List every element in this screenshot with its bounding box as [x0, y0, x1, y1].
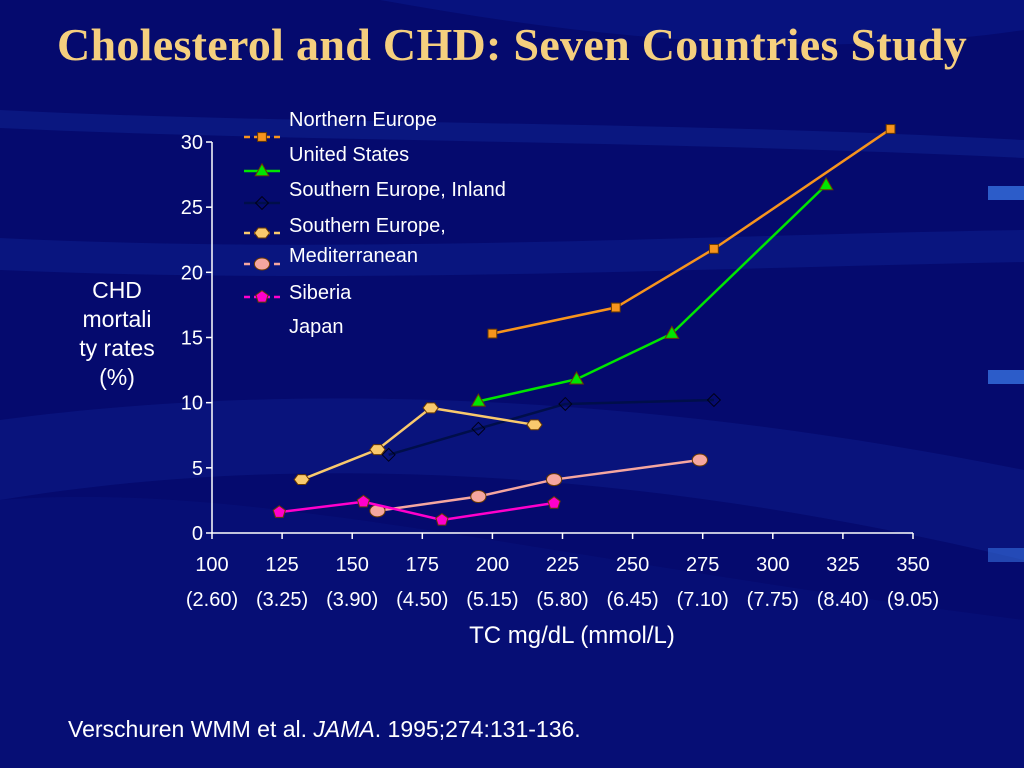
y-tick-label: 25 [181, 197, 203, 219]
legend-label: Siberia [289, 282, 352, 304]
data-point-united-states [568, 370, 585, 385]
series-line-northern-europe [492, 127, 892, 335]
y-axis-label-line: (%) [99, 364, 135, 390]
data-point-northern-europe [610, 302, 621, 313]
x-tick-label: 100 [195, 554, 228, 576]
x-tick-label: 225 [546, 554, 579, 576]
data-point-united-states [818, 176, 834, 191]
legend-marker [253, 227, 271, 239]
legend-label: Southern Europe, Inland [289, 179, 506, 201]
y-axis-label-line: mortali [82, 306, 152, 332]
x-tick-label: 200 [476, 554, 509, 576]
data-point-southern-europe-inland [471, 421, 486, 436]
series-line-southern-europe-inland [388, 398, 714, 457]
x-tick-label: 250 [616, 554, 649, 576]
legend-marker [254, 162, 270, 177]
x-tick-sublabel: (3.90) [326, 589, 378, 611]
data-point-northern-europe [709, 243, 719, 254]
y-tick-label: 5 [192, 458, 203, 480]
x-tick-label: 300 [756, 554, 789, 576]
data-point-japan [272, 505, 286, 518]
citation: Verschuren WMM et al. JAMA. 1995;274:131… [68, 716, 581, 743]
x-tick-sublabel: (5.15) [466, 589, 518, 611]
x-tick-sublabel: (8.40) [817, 589, 869, 611]
x-tick-sublabel: (5.80) [536, 589, 588, 611]
legend-label: Northern Europe [289, 109, 437, 131]
data-point-northern-europe [885, 124, 896, 134]
y-tick-label: 30 [181, 132, 203, 154]
x-tick-sublabel: (7.10) [677, 589, 729, 611]
data-point-southern-europe-mediterranean [422, 402, 439, 414]
legend-marker [253, 257, 271, 271]
y-axis-label: CHD mortali ty rates (%) [58, 276, 176, 392]
x-tick-label: 175 [406, 554, 439, 576]
x-tick-sublabel: (3.25) [256, 589, 308, 611]
data-point-japan [435, 512, 449, 526]
x-tick-label: 275 [686, 554, 719, 576]
citation-journal: JAMA [313, 716, 375, 742]
legend-marker [255, 289, 269, 303]
data-point-southern-europe-inland [706, 392, 722, 408]
legend-marker [257, 132, 267, 142]
y-axis-label-line: CHD [92, 277, 142, 303]
x-tick-label: 325 [826, 554, 859, 576]
y-axis-label-line: ty rates [79, 335, 155, 361]
legend-marker [254, 195, 270, 211]
y-tick-label: 10 [181, 393, 203, 415]
data-point-southern-europe-mediterranean [526, 419, 543, 431]
data-point-northern-europe [487, 328, 498, 339]
x-tick-sublabel: (7.75) [747, 589, 799, 611]
data-point-southern-europe-mediterranean [293, 474, 310, 486]
y-tick-label: 20 [181, 262, 203, 284]
legend-label: Mediterranean [289, 245, 418, 267]
data-point-siberia [691, 453, 708, 467]
legend-label: Southern Europe, [289, 215, 446, 237]
slide-title: Cholesterol and CHD: Seven Countries Stu… [56, 19, 968, 70]
legend-label: United States [289, 144, 409, 166]
data-point-united-states [470, 393, 487, 407]
x-axis-label: TC mg/dL (mmol/L) [469, 622, 675, 649]
series-line-united-states [478, 184, 827, 403]
y-tick-label: 15 [181, 328, 203, 350]
data-point-southern-europe-inland [381, 447, 396, 462]
y-tick-label: 0 [192, 523, 203, 545]
data-point-united-states [664, 325, 680, 339]
data-point-siberia [545, 473, 563, 487]
data-point-southern-europe-inland [558, 396, 573, 412]
x-tick-sublabel: (4.50) [396, 589, 448, 611]
citation-authors: Verschuren WMM et al. [68, 716, 314, 742]
series-line-japan [279, 500, 555, 522]
series-line-southern-europe-mediterranean [301, 406, 535, 481]
data-point-siberia [470, 490, 487, 504]
x-tick-label: 125 [265, 554, 298, 576]
x-tick-label: 150 [336, 554, 369, 576]
data-point-japan [356, 494, 371, 508]
legend-label: Japan [289, 316, 344, 338]
data-point-southern-europe-mediterranean [369, 444, 386, 456]
x-tick-sublabel: (2.60) [186, 589, 238, 611]
citation-details: . 1995;274:131-136. [374, 716, 581, 742]
x-tick-sublabel: (9.05) [887, 589, 939, 611]
x-tick-sublabel: (6.45) [606, 589, 658, 611]
x-tick-label: 350 [896, 554, 929, 576]
data-point-japan [547, 496, 561, 509]
series-line-siberia [377, 458, 701, 513]
